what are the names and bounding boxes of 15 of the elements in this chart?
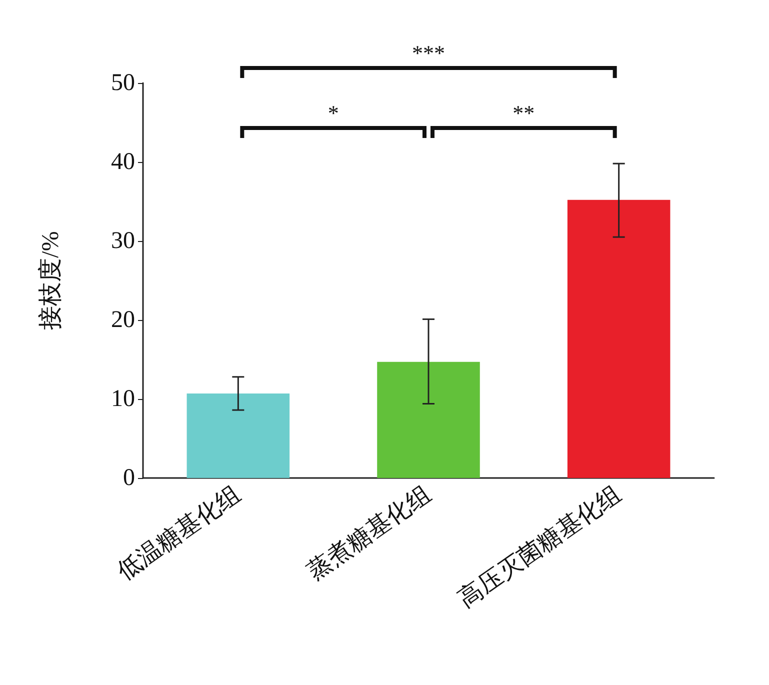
x-tick-label: 蒸煮糖基化组	[302, 480, 436, 586]
y-tick-label: 50	[111, 70, 135, 96]
y-tick-label: 20	[111, 307, 135, 333]
bar	[186, 393, 290, 478]
x-tick-label: 高压灭菌糖基化组	[454, 480, 626, 613]
y-tick-label: 30	[111, 228, 135, 254]
bar	[377, 362, 480, 478]
text: ***	[412, 40, 445, 66]
annotation: *	[328, 100, 339, 126]
annotation: **	[512, 100, 535, 126]
y-tick-label: 0	[123, 465, 135, 491]
y-tick-label: 40	[111, 149, 135, 175]
y-axis-title: 接枝度/%	[37, 231, 64, 330]
y-tick-label: 10	[111, 386, 135, 412]
bar	[567, 200, 670, 478]
